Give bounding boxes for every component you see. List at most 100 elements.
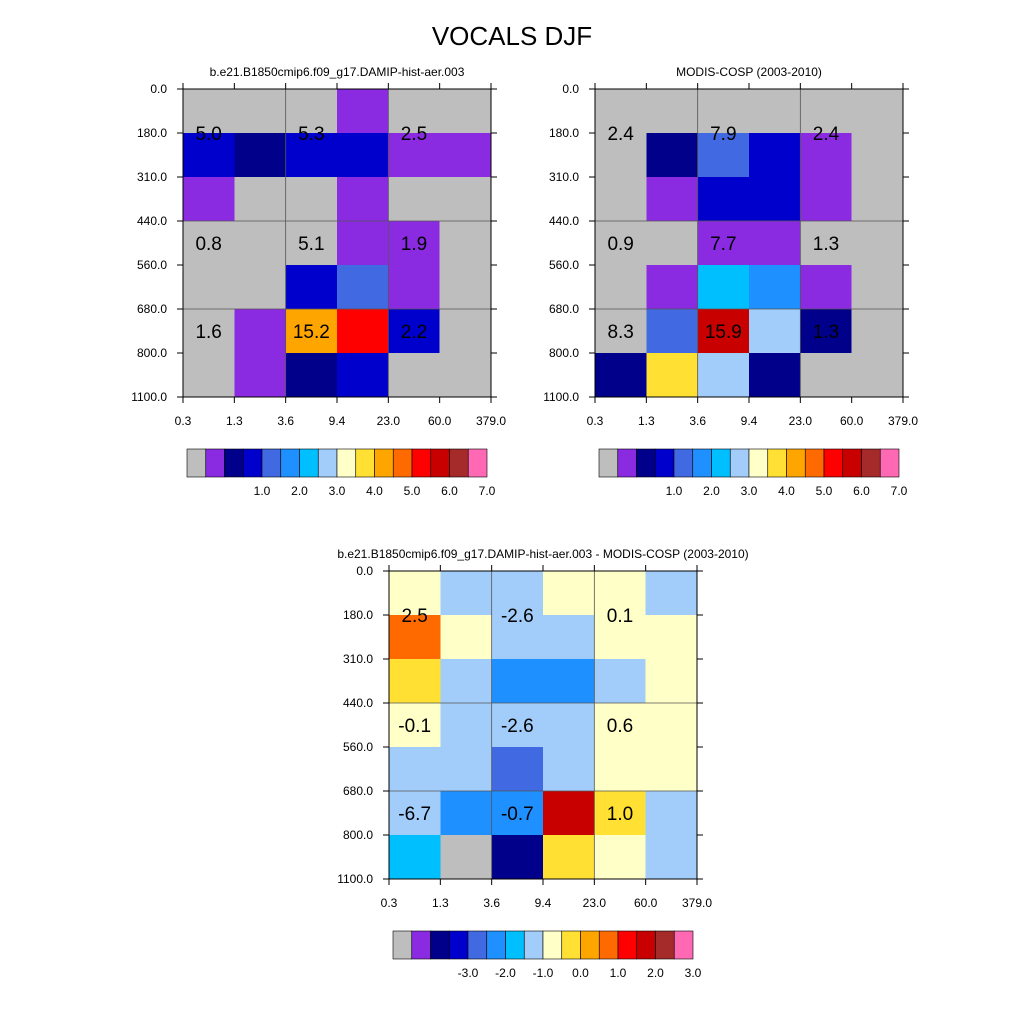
colorbar-box: [336, 448, 357, 478]
heatmap-cell: [749, 221, 801, 266]
heatmap-cell: [697, 221, 750, 266]
data-label: 0.9: [607, 234, 633, 255]
y-tick-label: 440.0: [343, 696, 373, 710]
heatmap-cell: [389, 659, 441, 704]
colorbar-box: [767, 448, 787, 478]
y-tick-label: 680.0: [343, 784, 373, 798]
heatmap-cell: [491, 747, 544, 792]
heatmap-cell: [646, 265, 699, 310]
colorbar-box: [467, 448, 488, 478]
panel-3: b.e21.B1850cmip6.f09_g17.DAMIP-hist-aer.…: [337, 547, 748, 980]
data-label: 1.9: [401, 234, 427, 255]
x-tick-label: 9.4: [741, 414, 758, 428]
y-tick-label: 800.0: [549, 346, 579, 360]
main-title: VOCALS DJF: [432, 21, 592, 51]
panel-2: MODIS-COSP (2003-2010) 0.3 1.3 3.6 9.4 23.0 60…: [543, 65, 918, 498]
y-tick-label: 800.0: [343, 828, 373, 842]
data-label: 0.6: [607, 716, 633, 737]
heatmap-cell: [800, 133, 853, 178]
heatmap-cell: [183, 221, 235, 266]
data-label: 15.9: [705, 322, 742, 343]
heatmap-cell: [595, 89, 647, 134]
heatmap-cell: [234, 177, 287, 222]
y-tick-label: 1100.0: [543, 390, 579, 404]
colorbar-box: [654, 448, 675, 478]
colorbar-label: 2.0: [291, 484, 308, 498]
data-label: -6.7: [398, 804, 431, 825]
data-label: 8.3: [607, 322, 633, 343]
colorbar-label: -3.0: [458, 966, 479, 980]
colorbar-box: [467, 930, 488, 960]
heatmap-cell: [388, 89, 441, 134]
heatmap-cell: [183, 309, 235, 354]
heatmap-cell: [594, 615, 647, 660]
colorbar-box: [617, 930, 638, 960]
heatmap-cell: [645, 835, 698, 880]
heatmap-cell: [389, 791, 441, 836]
y-tick-label: 0.0: [562, 82, 579, 96]
y-tick-label: 1100.0: [131, 390, 167, 404]
heatmap-cell: [646, 89, 699, 134]
colorbar-label: 1.0: [666, 484, 683, 498]
colorbar-box: [205, 448, 225, 478]
heatmap-cell: [285, 133, 338, 178]
y-tick-label: 680.0: [549, 302, 579, 316]
heatmap-cell: [388, 309, 441, 354]
x-tick-label: 3.6: [277, 414, 294, 428]
heatmap-cell: [234, 353, 287, 398]
colorbar-box: [861, 448, 881, 478]
colorbar-box: [411, 448, 432, 478]
heatmap-cell: [749, 265, 801, 310]
colorbar-box: [711, 448, 731, 478]
panel-title: b.e21.B1850cmip6.f09_g17.DAMIP-hist-aer.…: [337, 547, 748, 561]
x-tick-label: 60.0: [428, 414, 452, 428]
colorbar-box: [879, 448, 900, 478]
y-tick-label: 440.0: [549, 214, 579, 228]
x-tick-label: 3.6: [689, 414, 706, 428]
heatmap-cell: [491, 571, 544, 616]
colorbar-box: [505, 930, 525, 960]
heatmap-cell: [388, 353, 441, 398]
heatmap-cell: [491, 703, 544, 748]
colorbar-box: [673, 930, 694, 960]
colorbar-label: 3.0: [741, 484, 758, 498]
heatmap-cell: [749, 133, 801, 178]
colorbar-label: 2.0: [647, 966, 664, 980]
heatmap-cell: [800, 265, 853, 310]
heatmap-cell: [645, 615, 698, 660]
heatmap-cell: [389, 703, 441, 748]
data-label: 1.0: [607, 804, 633, 825]
colorbar-box: [692, 448, 712, 478]
colorbar-box: [448, 930, 469, 960]
x-tick-label: 0.3: [381, 896, 398, 910]
data-label: 7.7: [710, 234, 736, 255]
heatmap-cell: [234, 309, 287, 354]
heatmap-cell: [388, 177, 441, 222]
heatmap-cell: [337, 89, 389, 134]
colorbar-label: 6.0: [853, 484, 870, 498]
heatmap-cell: [389, 747, 441, 792]
x-tick-label: 9.4: [329, 414, 346, 428]
heatmap-cell: [595, 265, 647, 310]
heatmap-cell: [388, 265, 441, 310]
colorbar-box: [299, 448, 319, 478]
heatmap-cell: [543, 791, 595, 836]
data-label: 5.1: [298, 234, 324, 255]
heatmap-cell: [234, 133, 287, 178]
colorbar-label: 6.0: [441, 484, 458, 498]
colorbar-box: [580, 930, 600, 960]
data-label: -2.6: [501, 716, 534, 737]
heatmap-cell: [543, 659, 595, 704]
heatmap-cell: [543, 747, 595, 792]
x-tick-label: 3.6: [483, 896, 500, 910]
heatmap-cell: [594, 835, 647, 880]
panel-title: MODIS-COSP (2003-2010): [676, 65, 822, 79]
x-tick-label: 9.4: [535, 896, 552, 910]
data-label: 2.4: [813, 124, 840, 145]
colorbar-box: [617, 448, 637, 478]
colorbar-label: 5.0: [404, 484, 421, 498]
y-tick-label: 680.0: [137, 302, 167, 316]
x-tick-label: 60.0: [840, 414, 864, 428]
colorbar-label: 4.0: [366, 484, 383, 498]
